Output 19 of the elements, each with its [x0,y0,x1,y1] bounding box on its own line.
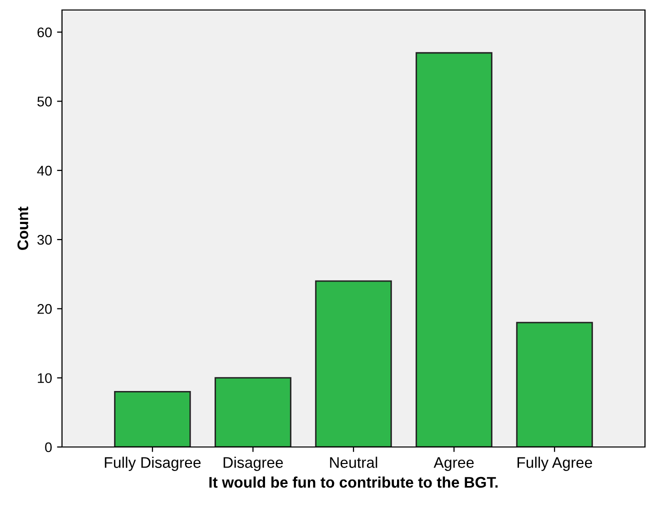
bar [214,377,292,447]
bar [315,280,392,447]
bar [516,322,593,447]
bar [416,52,492,447]
y-tick-label: 20 [38,304,52,314]
y-tick-label: 30 [37,234,52,245]
x-tick-label: Neutral [330,456,378,468]
y-tick-label: 0 [45,442,52,452]
x-tick-label: Disagree [224,456,283,471]
y-tick-label: 60 [38,27,52,38]
x-axis-title: It would be fun to contribute to the BGT. [209,476,498,488]
y-tick-label: 50 [37,96,52,106]
y-tick-label: 10 [38,373,52,384]
y-axis-title: Count [17,206,28,250]
y-tick-label: 40 [37,166,52,176]
x-tick-label: Agree [434,457,474,471]
x-tick-label: Fully Agree [518,456,592,471]
bar [114,390,191,447]
x-tick-label: Fully Disagree [104,456,201,471]
